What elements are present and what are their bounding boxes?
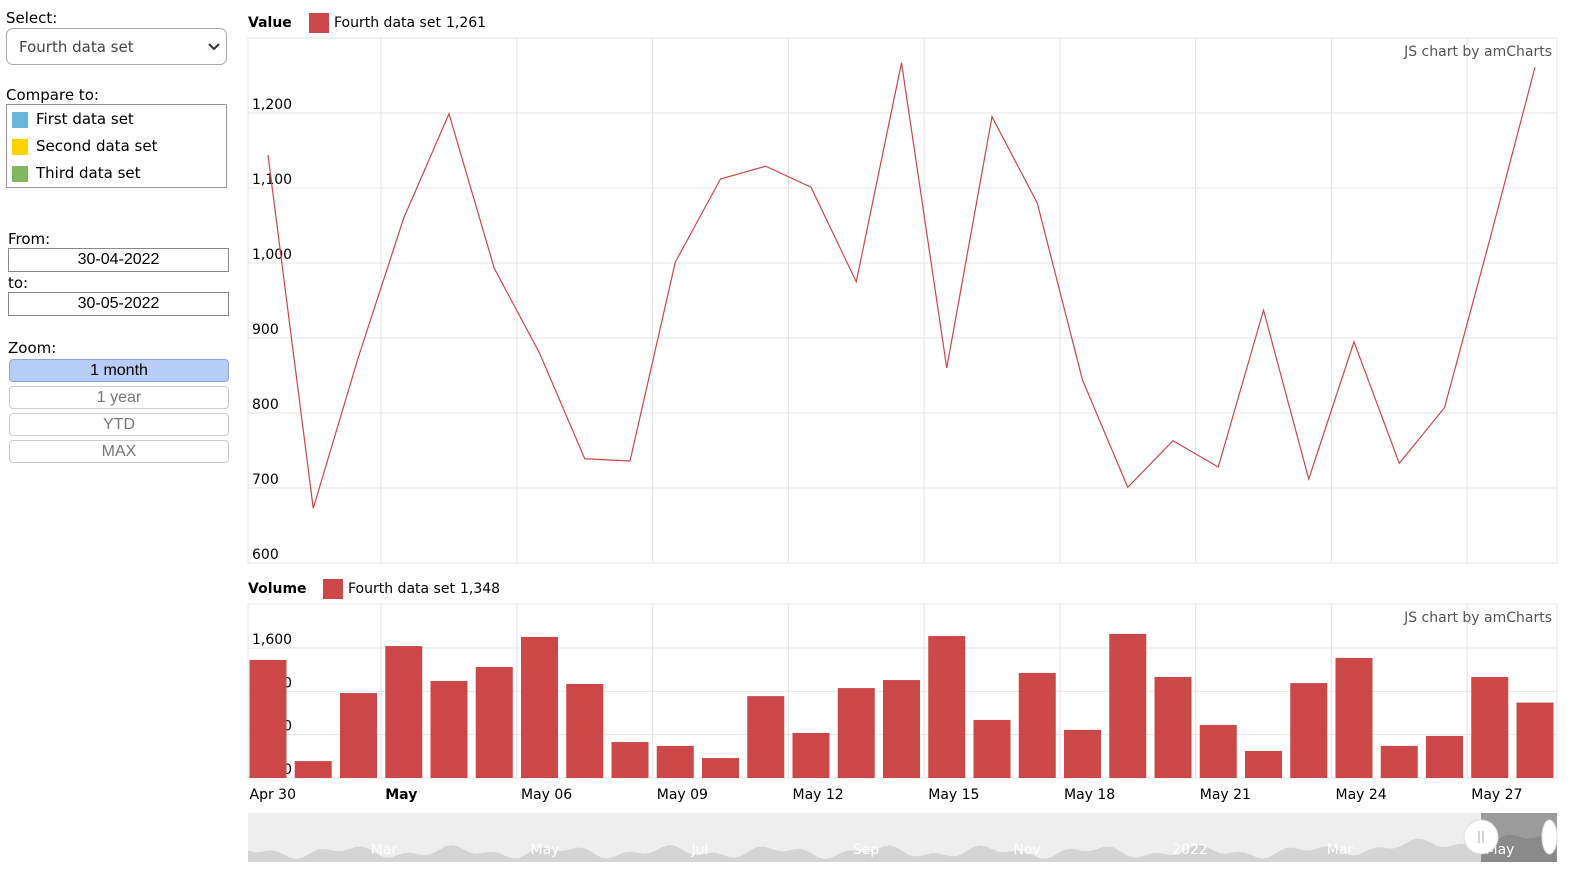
bar — [1380, 745, 1418, 778]
legend-swatch — [323, 579, 343, 599]
x-tick-label: May 06 — [521, 787, 572, 803]
x-tick-label: May 18 — [1064, 787, 1115, 803]
bar — [249, 659, 287, 778]
x-tick-label: May 15 — [928, 787, 979, 803]
bar — [475, 667, 513, 778]
line — [267, 62, 1536, 509]
y-tick-label: 1,100 — [252, 172, 292, 188]
from-label: From: — [8, 230, 51, 248]
zoom-label: Zoom: — [8, 339, 57, 357]
y-tick-label: 800 — [252, 397, 279, 413]
bar — [566, 683, 604, 778]
bar — [1109, 633, 1147, 778]
x-tick-label: May 12 — [793, 787, 844, 803]
navigator-label: May — [531, 842, 560, 858]
bar — [973, 719, 1011, 778]
bar — [1018, 672, 1056, 778]
compare-name: Third data set — [36, 164, 141, 182]
bar — [1471, 677, 1509, 778]
navigator-label: 2022 — [1172, 842, 1208, 858]
y-tick-label: 900 — [252, 322, 279, 338]
bar — [1154, 677, 1192, 778]
bar — [883, 680, 920, 778]
y-tick-label: 700 — [252, 472, 279, 488]
compare-item[interactable]: Third data set — [7, 164, 226, 186]
zoom-button[interactable]: 1 year — [9, 386, 229, 409]
bar — [611, 742, 649, 778]
navigator-label: Jul — [691, 842, 709, 858]
zoom-button[interactable]: 1 month — [9, 359, 229, 382]
select-label: Select: — [6, 9, 58, 27]
x-tick-label: May 09 — [657, 787, 708, 803]
legend-label: Fourth data set — [348, 581, 455, 597]
compare-item[interactable]: First data set — [7, 110, 226, 132]
compare-label: Compare to: — [6, 86, 99, 104]
bar — [1064, 729, 1101, 778]
bar — [294, 761, 332, 778]
compare-swatch — [12, 112, 28, 128]
compare-swatch — [12, 139, 28, 155]
bar — [340, 693, 377, 778]
navigator-label: Nov — [1013, 842, 1040, 858]
compare-item[interactable]: Second data set — [7, 137, 226, 159]
y-tick-label: 1,600 — [252, 632, 292, 648]
bar — [1245, 750, 1282, 778]
x-tick-label: May 27 — [1471, 787, 1522, 803]
bar — [1290, 683, 1328, 778]
legend-value: 1,348 — [460, 581, 500, 597]
bar — [521, 636, 558, 778]
y-tick-label: 1,200 — [252, 97, 292, 113]
bar — [747, 696, 785, 778]
bar — [430, 680, 468, 778]
bar — [928, 636, 966, 778]
bar — [1335, 657, 1373, 778]
compare-name: Second data set — [36, 137, 158, 155]
y-tick-label: 600 — [252, 547, 279, 563]
compare-swatch — [12, 166, 28, 182]
zoom-button[interactable]: YTD — [9, 413, 229, 436]
credit: JS chart by amCharts — [1403, 610, 1552, 626]
x-tick-label: May 21 — [1200, 787, 1251, 803]
x-tick-label: May 24 — [1336, 787, 1387, 803]
navigator-area — [248, 834, 1557, 862]
to-label: to: — [8, 274, 29, 292]
controls-panel: Select: Fourth data set Compare to: Firs… — [0, 0, 240, 883]
x-tick-label: May — [385, 787, 417, 803]
navigator-handle[interactable] — [1541, 819, 1558, 855]
panel-title: Volume — [248, 581, 307, 597]
panel-title: Value — [248, 15, 292, 31]
select-value: Fourth data set — [19, 38, 134, 56]
bar — [1426, 735, 1463, 778]
bar — [385, 646, 423, 778]
credit: JS chart by amCharts — [1403, 44, 1552, 60]
select-arrow — [208, 43, 220, 51]
navigator-label: Mar — [371, 842, 398, 858]
bar — [1199, 724, 1237, 778]
bar — [656, 745, 694, 778]
dataset-select[interactable]: Fourth data set — [6, 28, 227, 65]
bar — [792, 732, 830, 778]
bar — [702, 758, 739, 778]
navigator-label: Sep — [853, 842, 880, 858]
zoom-button[interactable]: MAX — [9, 440, 229, 463]
from-input[interactable]: 30-04-2022 — [8, 248, 229, 272]
legend-label: Fourth data set — [334, 15, 441, 31]
compare-list: First data set Second data set Third data … — [6, 104, 227, 188]
y-tick-label: 1,000 — [252, 247, 292, 263]
navigator-handle[interactable] — [1463, 819, 1499, 855]
compare-name: First data set — [36, 110, 134, 128]
bar — [1516, 702, 1554, 778]
legend-swatch — [309, 13, 329, 33]
legend-value: 1,261 — [446, 15, 486, 31]
plot-area — [247, 37, 1558, 564]
bar — [837, 688, 875, 778]
x-tick-label: Apr 30 — [250, 787, 296, 803]
navigator-label: Mar — [1327, 842, 1354, 858]
to-input[interactable]: 30-05-2022 — [8, 292, 229, 316]
